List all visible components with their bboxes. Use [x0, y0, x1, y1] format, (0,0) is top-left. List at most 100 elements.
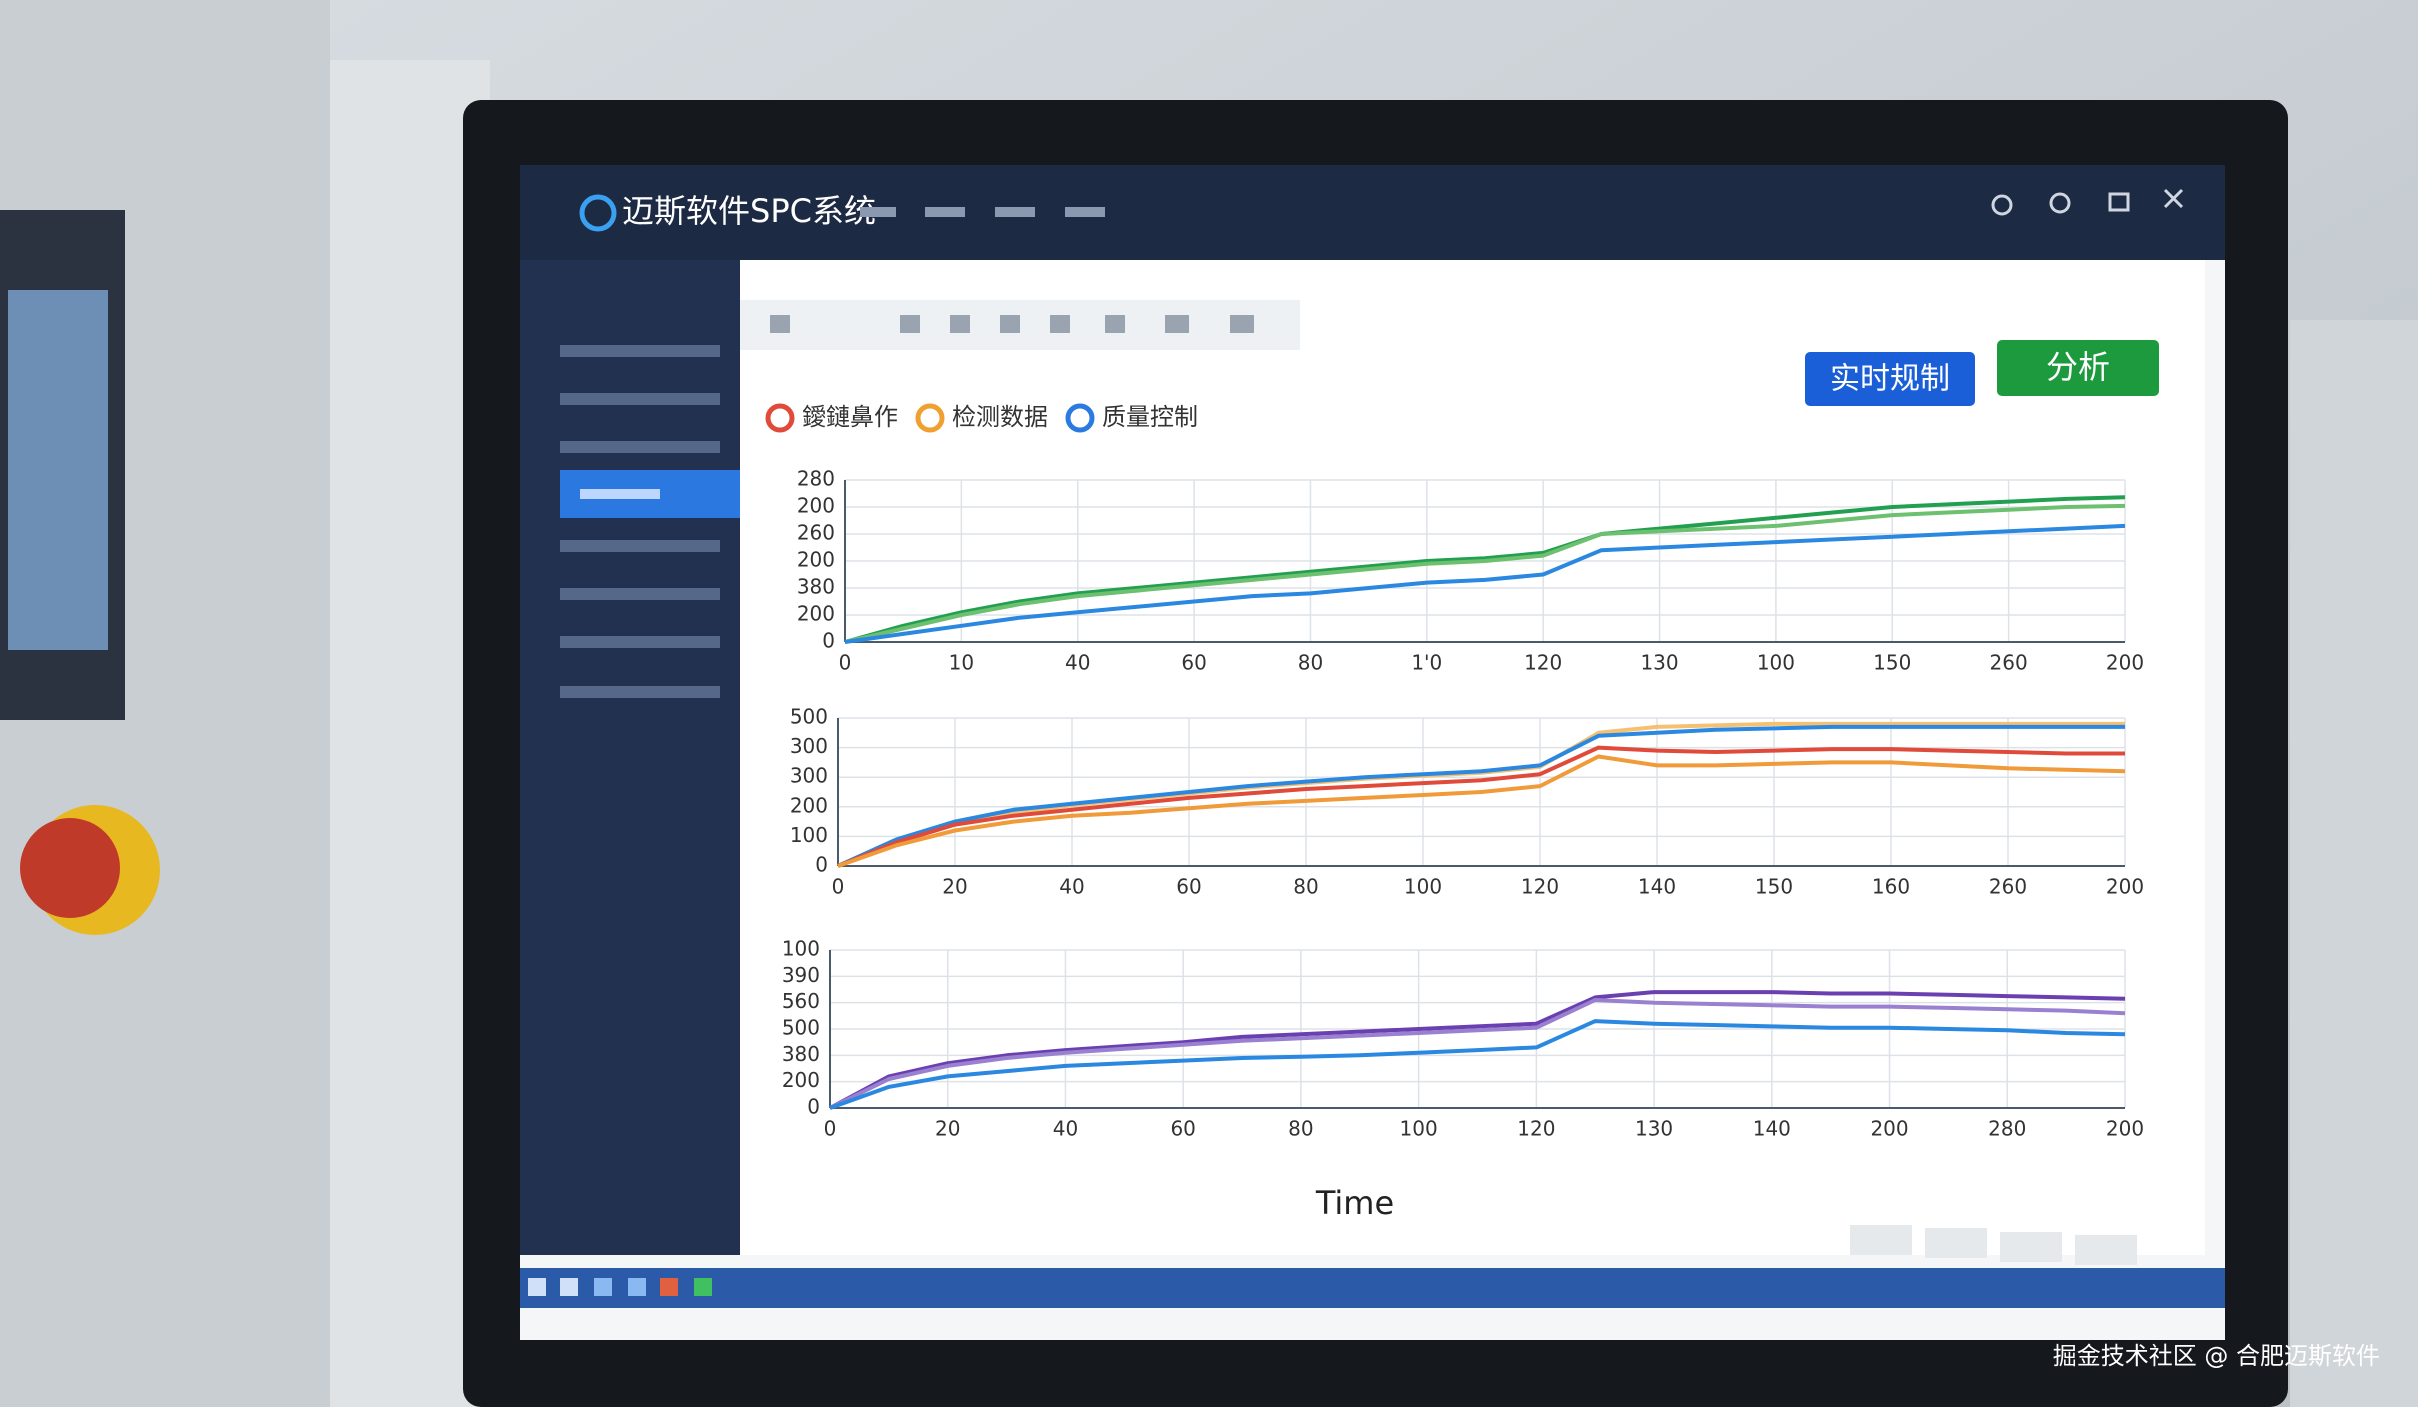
x-tick-label: 0	[839, 651, 852, 675]
series-line	[837, 724, 2125, 868]
x-tick-label: 40	[1053, 1117, 1078, 1141]
x-tick-label: 0	[832, 875, 845, 899]
logo	[579, 194, 617, 232]
taskbar-icon[interactable]	[560, 1278, 578, 1296]
realtime-button-label[interactable]: 实时规制	[1830, 362, 1950, 397]
y-tick-label: 280	[797, 467, 835, 491]
taskbar-icon[interactable]	[594, 1278, 612, 1296]
legend-icon	[1065, 403, 1095, 433]
x-tick-label: 140	[1638, 875, 1676, 899]
menu-item[interactable]	[925, 207, 965, 217]
x-tick-label: 130	[1635, 1117, 1673, 1141]
x-tick-label: 60	[1176, 875, 1201, 899]
x-tick-label: 60	[1181, 651, 1206, 675]
x-tick-label: 120	[1521, 875, 1559, 899]
y-tick-label: 100	[790, 823, 828, 847]
search-icon[interactable]	[1991, 194, 2013, 216]
tool-icon[interactable]	[900, 315, 920, 333]
sidebar-item[interactable]	[560, 588, 720, 600]
series-line	[829, 1019, 2126, 1110]
x-tick-label: 100	[1404, 875, 1442, 899]
y-tick-label: 260	[797, 521, 835, 545]
tool-icon[interactable]	[1000, 315, 1020, 333]
menu-item[interactable]	[1065, 207, 1105, 217]
x-tick-label: 200	[2106, 1117, 2144, 1141]
x-tick-label: 120	[1517, 1117, 1555, 1141]
y-tick-label: 500	[782, 1016, 820, 1040]
x-tick-label: 200	[1870, 1117, 1908, 1141]
title-bar	[520, 165, 2225, 260]
x-tick-label: 40	[1065, 651, 1090, 675]
x-tick-label: 40	[1059, 875, 1084, 899]
taskbar-icon[interactable]	[694, 1278, 712, 1296]
menu-item[interactable]	[995, 207, 1035, 217]
legend-label: 鑀鏈鼻作	[802, 403, 898, 431]
series-line	[837, 745, 2125, 868]
series-line	[844, 523, 2126, 644]
series-line	[829, 998, 2126, 1110]
legend-icon	[765, 403, 795, 433]
x-tick-label: 80	[1298, 651, 1323, 675]
pager-button[interactable]	[1925, 1228, 1987, 1258]
taskbar-icon[interactable]	[628, 1278, 646, 1296]
series-line	[844, 503, 2126, 644]
settings-icon[interactable]	[2049, 192, 2071, 214]
tool-icon[interactable]	[1230, 315, 1254, 333]
x-tick-label: 100	[1757, 651, 1795, 675]
taskbar-icon[interactable]	[660, 1278, 678, 1296]
sidebar-item[interactable]	[560, 441, 720, 453]
y-tick-label: 200	[797, 602, 835, 626]
y-tick-label: 390	[782, 963, 820, 987]
taskbar-icon[interactable]	[528, 1278, 546, 1296]
series-line	[829, 990, 2126, 1110]
x-tick-label: 10	[949, 651, 974, 675]
y-tick-label: 300	[790, 764, 828, 788]
x-tick-label: 1'0	[1411, 651, 1442, 675]
tool-icon[interactable]	[1050, 315, 1070, 333]
maximize-icon[interactable]	[2108, 192, 2130, 212]
machine-display	[8, 290, 108, 650]
emergency-stop	[20, 818, 120, 918]
legend-label: 质量控制	[1102, 403, 1198, 431]
x-tick-label: 100	[1400, 1117, 1438, 1141]
x-tick-label: 80	[1293, 875, 1318, 899]
app-title: 迈斯软件SPC系统	[622, 192, 876, 230]
x-tick-label: 140	[1753, 1117, 1791, 1141]
sidebar-item[interactable]	[560, 540, 720, 552]
sidebar-item[interactable]	[560, 686, 720, 698]
sidebar	[520, 260, 740, 1255]
tool-icon[interactable]	[950, 315, 970, 333]
legend-label: 检测数据	[952, 403, 1048, 431]
x-axis-title: Time	[1315, 1184, 1394, 1222]
close-icon[interactable]	[2163, 188, 2184, 209]
sidebar-item[interactable]	[560, 345, 720, 357]
x-tick-label: 200	[2106, 875, 2144, 899]
series-line	[844, 495, 2126, 644]
watermark: 掘金技术社区 @ 合肥迈斯软件	[2053, 1342, 2380, 1370]
pager-button[interactable]	[2000, 1232, 2062, 1262]
sidebar-item[interactable]	[560, 636, 720, 648]
x-tick-label: 150	[1755, 875, 1793, 899]
tool-icon[interactable]	[1105, 315, 1125, 333]
tool-icon[interactable]	[1165, 315, 1189, 333]
analysis-button[interactable]	[1997, 340, 2159, 396]
pager-button[interactable]	[2075, 1235, 2137, 1265]
x-tick-label: 280	[1988, 1117, 2026, 1141]
tool-icon[interactable]	[770, 315, 790, 333]
y-tick-label: 200	[790, 793, 828, 817]
sidebar-item[interactable]	[560, 393, 720, 405]
pager-button[interactable]	[1850, 1225, 1912, 1255]
y-tick-label: 560	[782, 989, 820, 1013]
y-tick-label: 200	[782, 1068, 820, 1092]
x-tick-label: 60	[1170, 1117, 1195, 1141]
x-tick-label: 130	[1640, 651, 1678, 675]
x-tick-label: 20	[942, 875, 967, 899]
analysis-button-label[interactable]: 分析	[2046, 348, 2110, 386]
taskbar	[520, 1268, 2225, 1308]
x-tick-label: 120	[1524, 651, 1562, 675]
menu-item[interactable]	[860, 207, 896, 217]
realtime-button[interactable]	[1805, 352, 1975, 406]
series-line	[837, 754, 2126, 868]
